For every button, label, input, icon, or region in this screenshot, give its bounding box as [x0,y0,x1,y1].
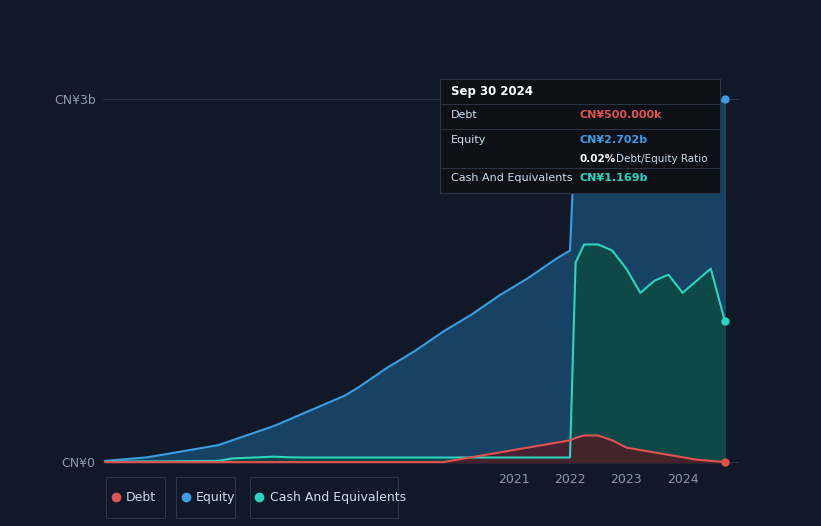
Text: Sep 30 2024: Sep 30 2024 [451,85,533,98]
Text: CN¥500.000k: CN¥500.000k [580,110,663,120]
Text: Cash And Equivalents: Cash And Equivalents [451,174,572,184]
Text: Debt: Debt [126,491,156,503]
Text: Equity: Equity [196,491,236,503]
Text: CN¥1.169b: CN¥1.169b [580,174,649,184]
Text: Equity: Equity [451,135,486,145]
Text: Cash And Equivalents: Cash And Equivalents [270,491,406,503]
Text: CN¥2.702b: CN¥2.702b [580,135,648,145]
Text: Debt/Equity Ratio: Debt/Equity Ratio [617,154,708,164]
Text: Debt: Debt [451,110,478,120]
Text: 0.02%: 0.02% [580,154,616,164]
